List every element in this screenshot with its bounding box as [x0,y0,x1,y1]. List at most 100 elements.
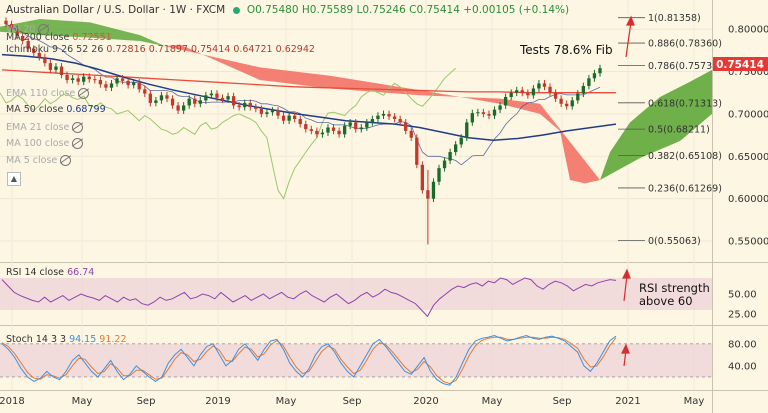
candle-body [398,119,402,123]
candle-body [376,115,380,120]
base-line [5,23,601,166]
candle-body [59,66,64,75]
candle-body [459,137,463,145]
candle-body [426,190,430,199]
x-tick-label: May [482,396,503,407]
fib-arrow-icon [625,15,635,58]
fib-label: 0.236(0.61269) [648,183,722,194]
visibility-off-icon[interactable] [38,24,50,35]
candle-body [226,96,230,100]
rsi-note-line1: RSI strength [639,281,710,295]
candle-body [126,80,130,86]
x-tick-label: May [276,396,297,407]
candle-body [420,164,425,191]
rsi-band [0,278,712,310]
legend-ma5[interactable]: MA 5 close [6,155,72,166]
candle-body [70,78,75,81]
ichimoku-base-line [5,23,601,166]
candle-body [515,90,519,93]
legend-ma100[interactable]: MA 100 close [6,138,84,149]
candle-body [576,93,580,101]
x-tick-label: 2018 [0,396,25,407]
legend-ma200[interactable]: MA 200 close 0.72551 [6,32,112,43]
candle-body [337,130,341,135]
x-tick-label: 2020 [413,396,438,407]
candle-body [98,80,103,85]
x-tick-label: Sep [343,396,362,407]
candle-body [553,92,558,99]
chart-header: Australian Dollar / U.S. Dollar · 1W · F… [6,4,569,16]
candle-body [9,24,14,30]
candle-body [509,92,513,97]
collapse-legend-button[interactable]: ▲ [7,172,21,186]
symbol-title[interactable]: Australian Dollar / U.S. Dollar · 1W · F… [6,4,226,16]
x-tick-label: 2021 [615,396,640,407]
candle-body [87,76,91,80]
candle-body [526,92,530,96]
candle-body [592,73,597,79]
legend-ema110[interactable]: EMA 110 close [6,88,90,99]
candle-body [215,93,219,98]
x-axis: 2018 May Sep 2019 May Sep 2020 May Sep 2021 May [0,396,704,407]
candle-body [542,83,547,87]
lagging-span-line [0,67,457,200]
candle-body [448,152,452,161]
candle-body [143,89,147,94]
x-tick-label: Sep [137,396,156,407]
candle-body [32,48,36,53]
stoch-k-line [1,334,617,386]
candle-body [381,113,386,116]
candle-body [198,100,202,104]
candle-body [243,102,247,108]
candle-body [465,122,469,138]
stoch-band [0,343,712,377]
x-tick-label: May [684,396,705,407]
legend-ichimoku[interactable]: Ichimoku 9 26 52 26 0.72816 0.71897 0.75… [6,44,315,55]
rsi-y-tick: 25.00 [728,310,757,321]
y-tick-label: 0.55000 [728,237,768,248]
candle-body [237,105,241,108]
candle-body [154,100,158,103]
legend-ma50[interactable]: MA 50 close 0.68799 [6,104,106,115]
candle-body [387,113,391,117]
current-price-value: 0.75414 [716,59,764,71]
candle-body [26,41,30,49]
candle-body [298,119,302,125]
visibility-off-icon[interactable] [72,122,84,133]
status-dot-icon [232,6,240,14]
candle-body [531,88,536,96]
candle-body [54,66,58,70]
y-tick-label: 0.60000 [728,194,768,205]
visibility-off-icon[interactable] [72,138,84,149]
candle-body [4,20,8,25]
visibility-off-icon[interactable] [60,155,72,166]
candle-body [570,100,574,107]
stoch-title: Stoch 14 3 3 94.15 91.22 [6,334,127,345]
stoch-plot: 80.00 40.00 [0,334,757,386]
legend-ema21[interactable]: EMA 21 close [6,122,84,133]
fib-label: 0.786(0.75731) [648,61,722,72]
candle-body [65,74,69,81]
candle-body [104,84,108,88]
rsi-arrow-icon [622,268,631,302]
candle-body [581,85,586,94]
ma50-line [1,53,617,141]
rsi-y-tick: 50.00 [728,290,757,301]
ohlc-values: O0.75480 H0.75589 L0.75246 C0.75414 +0.0… [246,4,570,16]
candle-body [487,113,491,116]
y-tick-label: 0.65000 [728,152,768,163]
legend-vol[interactable]: Vol 20 [6,24,50,35]
y-axis: 0.80000 0.75000 0.70000 0.65000 0.60000 0.550… [728,25,768,248]
candle-body [548,86,552,93]
candle-body [176,105,180,111]
visibility-off-icon[interactable] [78,88,90,99]
y-tick-label: 0.80000 [728,25,768,36]
candle-body [137,82,141,90]
candle-body [276,110,280,116]
candle-body [76,78,80,82]
rsi-line [1,277,617,318]
candle-body [476,112,480,114]
candle-body [148,93,153,103]
ma200-path [1,69,616,94]
